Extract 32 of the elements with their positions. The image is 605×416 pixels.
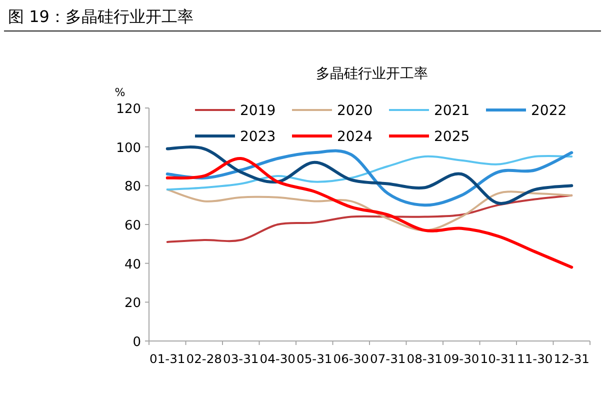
- x-tick-label: 02-28: [186, 352, 222, 366]
- line-series: [166, 154, 573, 191]
- y-tick-label: 80: [124, 180, 141, 195]
- x-tick-label: 03-31: [223, 352, 259, 366]
- x-tick-label: 08-31: [406, 352, 442, 366]
- chart-subtitle: 多晶硅行业开工率: [316, 66, 428, 82]
- legend-label: 2022: [531, 103, 567, 119]
- x-tick-label: 06-30: [333, 352, 369, 366]
- x-tick-label: 12-31: [554, 352, 590, 366]
- y-tick-label: 100: [116, 140, 141, 156]
- line-series: [166, 188, 573, 232]
- x-tick-label: 07-31: [370, 352, 406, 366]
- y-tick-label: 120: [116, 102, 141, 117]
- legend-label: 2020: [337, 103, 373, 119]
- x-tick-label: 09-30: [444, 352, 480, 366]
- line-series: [166, 156, 574, 269]
- legend-label: 2025: [434, 129, 470, 145]
- x-tick-label: 10-31: [480, 352, 516, 366]
- y-tick-label: 20: [124, 296, 141, 312]
- y-axis-title: %: [114, 86, 126, 99]
- x-tick-label: 05-31: [296, 352, 332, 366]
- y-tick-label: 0: [132, 335, 141, 350]
- y-tick-label: 60: [124, 218, 141, 234]
- legend-label: 2023: [240, 129, 276, 145]
- chart-title: 图 19：多晶硅行业开工率: [8, 7, 194, 26]
- y-tick-label: 40: [124, 257, 141, 272]
- x-tick-label: 01-31: [150, 352, 186, 366]
- x-tick-label: 11-30: [517, 352, 553, 366]
- legend-label: 2019: [240, 103, 276, 119]
- legend-label: 2021: [434, 103, 470, 119]
- x-tick-label: 04-30: [260, 352, 296, 366]
- legend-label: 2024: [337, 129, 373, 145]
